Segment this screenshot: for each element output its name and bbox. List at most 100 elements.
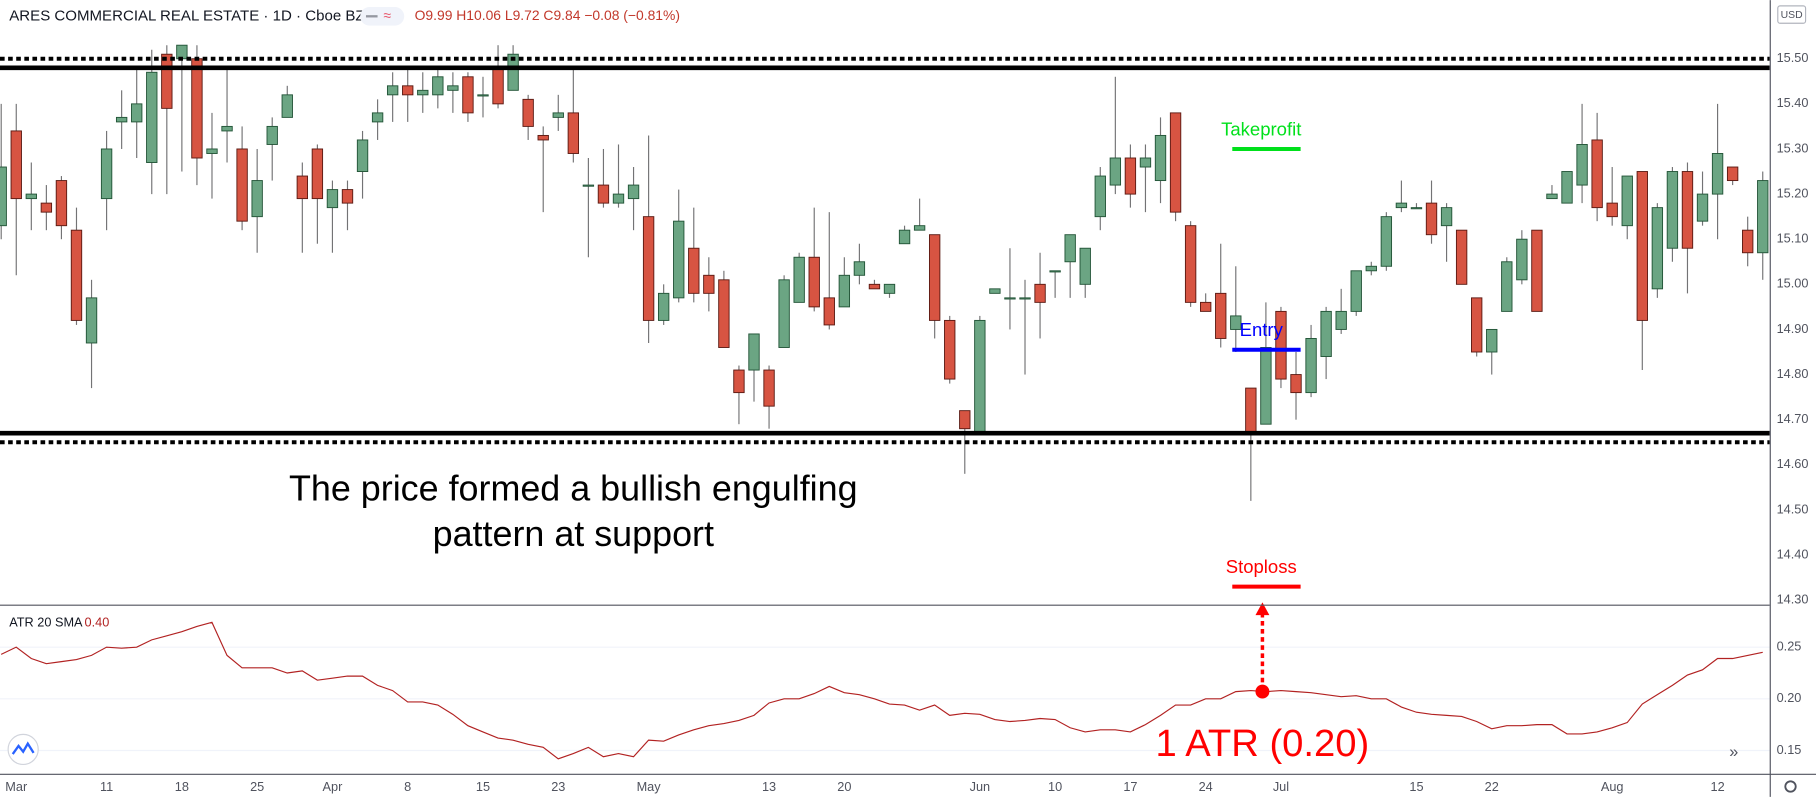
candle-body [371,112,384,123]
candle-body [85,297,98,344]
y-tick-label: 15.20 [1777,185,1809,200]
settings-button[interactable] [1784,780,1797,793]
x-tick-label: 18 [175,779,189,794]
x-tick-label: 10 [1048,779,1062,794]
candle-body [808,256,820,308]
scroll-button[interactable]: » [1729,743,1738,761]
candle-body [206,148,218,154]
candle-body [838,274,851,308]
candle-body [1380,216,1393,267]
candle-body [1455,229,1468,285]
y-tick-label: 14.50 [1777,501,1809,516]
candle-body [417,89,429,96]
x-tick-label: 8 [404,779,411,794]
pill-icon: ≈ [383,7,391,23]
candle-body [1275,310,1287,380]
x-tick-label: Mar [5,779,28,794]
candle-body [748,333,760,371]
candle-body [477,94,489,97]
candle-body [100,148,113,200]
grid [0,646,1770,752]
candle-body [191,58,203,159]
x-tick-label: 20 [837,779,851,794]
x-tick-label: 13 [762,779,776,794]
candle-body [146,71,158,163]
candle-body [1260,347,1272,425]
candle-body [1169,112,1182,213]
candle-body [642,216,655,321]
candle-body [266,125,278,145]
candle-body [1365,265,1377,272]
candle-body [1425,202,1438,236]
x-tick-label: Jun [970,779,991,794]
candle-body [311,148,324,200]
candle-body [432,76,444,96]
x-tick-label: 23 [551,779,565,794]
candle-body [597,184,610,204]
candle-body [959,410,971,430]
candle-body [10,130,22,200]
candle-body [1440,207,1453,227]
axes: Mar 11 18 25 Apr 8 15 23 May 13 20 Jun 10 17 24 Jul 15 22… [5,50,1808,794]
candle-body [1591,139,1603,209]
y-tick-label: 14.30 [1777,592,1809,607]
candle-body [1049,270,1061,273]
candle-body [1681,171,1694,249]
candle-body [1139,157,1152,168]
candle-body [1079,247,1091,285]
candle-body [718,279,730,348]
candle-body [1696,193,1709,222]
candle-body [1576,144,1588,186]
candle-body [688,247,700,294]
candle-body [944,319,956,380]
candle-body [1230,315,1242,330]
currency-label: USD [1781,10,1803,21]
indicator-name: ATR 20 SMA [9,615,83,630]
atr-annotation: 1 ATR (0.20) [1156,722,1370,765]
candle-body [236,148,248,222]
candle-body [778,279,790,348]
candle-body [131,103,143,123]
candle-body [898,229,911,245]
candle-body [25,193,37,200]
candle-body [1154,134,1167,182]
candle-body [1109,157,1122,186]
annotation-label: Entry [1240,319,1284,340]
candle-body [1711,153,1724,195]
candle-body [763,369,775,407]
indicator-value: 0.40 [85,615,110,630]
candle-body [537,134,549,141]
candle-body [1651,207,1664,290]
annotation-label: Takeprofit [1221,118,1302,139]
y-tick-label: 14.90 [1777,321,1809,336]
candle-body [1215,292,1227,339]
y-tick-label: 0.15 [1777,742,1802,757]
y-tick-label: 14.60 [1777,456,1809,471]
candle-body [703,274,715,294]
candle-body [1245,387,1257,434]
candle-body [868,283,881,290]
candle-body [989,288,1001,294]
x-tick-label: 11 [100,779,113,794]
x-tick-label: 15 [476,779,490,794]
candle-body [883,283,896,294]
candle-body [974,319,986,434]
candle-body [447,85,459,91]
candle-body [1726,166,1739,182]
candle-body [913,225,926,231]
candle-body [1501,261,1513,312]
y-tick-label: 15.00 [1777,276,1809,291]
candle-body [55,180,68,227]
atr-point [1255,684,1270,699]
candle-body [341,189,354,204]
candle-body [1019,297,1031,300]
candle-body [1124,157,1137,195]
candle-body [326,189,339,209]
x-tick-label: Apr [323,779,344,794]
candle-body [1471,297,1483,353]
candle-body [507,53,519,91]
candle-body [627,184,640,200]
candle-body [1531,229,1543,312]
atr-arrowhead [1255,602,1270,616]
